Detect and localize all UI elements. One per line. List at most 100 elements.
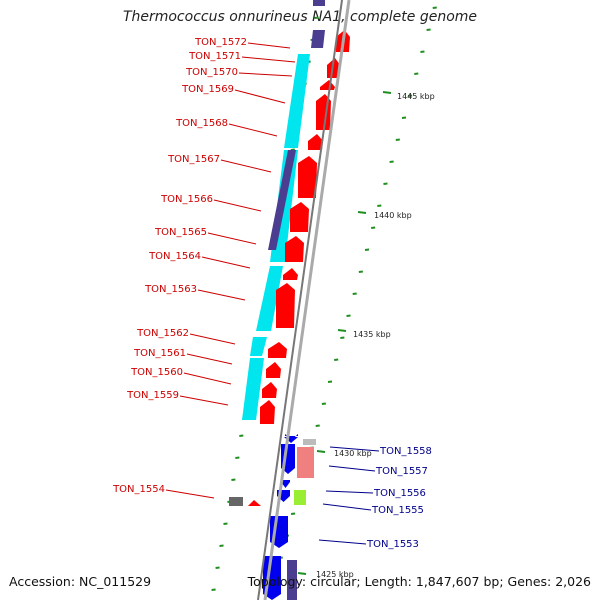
tick-mark — [383, 182, 388, 185]
gene-label-left: TON_1566 — [160, 194, 213, 205]
feature-block — [250, 337, 267, 356]
feature-block — [284, 54, 310, 148]
label-leader — [325, 490, 374, 494]
tick-mark — [321, 402, 327, 405]
tick-mark — [211, 588, 216, 591]
tick-major — [316, 450, 326, 453]
scale-label: 1445 kbp — [397, 92, 435, 101]
feature-block — [256, 266, 283, 331]
gene-label-left: TON_1569 — [181, 84, 234, 95]
label-leader — [165, 489, 215, 499]
gene-label-left: TON_1571 — [188, 51, 241, 62]
feature-pink — [297, 447, 314, 478]
tick-mark — [371, 226, 376, 229]
feature-grey — [303, 439, 316, 445]
label-leader — [328, 465, 376, 472]
feature-block — [313, 0, 325, 6]
feature-block — [242, 358, 264, 420]
tick-mark — [401, 116, 407, 119]
backbone-rail-outer — [257, 0, 343, 600]
feature-block — [311, 30, 325, 48]
label-leader — [207, 232, 257, 245]
tick-major — [297, 572, 307, 575]
tick-mark — [407, 94, 413, 97]
feature-green — [294, 490, 306, 505]
label-leader — [213, 199, 262, 212]
tick-mark — [231, 478, 236, 481]
gene-label-left: TON_1570 — [185, 67, 238, 78]
scale-label: 1430 kbp — [334, 449, 372, 458]
feature-dark-grey — [229, 497, 243, 506]
forward-gene-arrow — [320, 80, 335, 90]
tick-mark — [314, 16, 319, 19]
tick-mark — [364, 248, 370, 251]
tick-mark — [290, 148, 295, 151]
forward-gene-arrow — [248, 500, 261, 506]
tick-mark — [315, 424, 320, 427]
label-leader — [186, 353, 233, 365]
label-leader — [228, 123, 278, 137]
forward-gene-arrow — [298, 156, 317, 198]
tick-mark — [414, 72, 419, 75]
gene-label-left: TON_1563 — [144, 284, 197, 295]
label-leader — [197, 289, 246, 301]
label-leader — [318, 539, 367, 545]
tick-mark — [219, 544, 224, 547]
tick-mark — [426, 28, 431, 31]
label-leader — [179, 395, 229, 406]
forward-gene-arrow — [285, 236, 304, 262]
scale-label: 1435 kbp — [353, 330, 391, 339]
label-leader — [322, 503, 372, 511]
backbone-line — [257, 0, 351, 600]
gene-label-left: TON_1560 — [130, 367, 183, 378]
tick-mark — [215, 566, 220, 569]
tick-mark — [395, 138, 400, 141]
scale-label: 1425 kbp — [316, 570, 354, 579]
forward-gene-arrow — [290, 202, 309, 232]
forward-gene-arrow — [268, 342, 287, 358]
gene-label-left: TON_1572 — [194, 37, 247, 48]
forward-gene-arrow — [283, 268, 298, 280]
accession-text: Accession: NC_011529 — [9, 574, 152, 589]
gene-label-left: TON_1567 — [167, 154, 220, 165]
tick-mark — [223, 522, 228, 525]
gene-label-left: TON_1554 — [112, 484, 165, 495]
tick-mark — [389, 160, 394, 163]
gene-label-right: TON_1553 — [366, 539, 419, 550]
forward-gene-arrow — [308, 134, 323, 150]
reverse-gene-arrow — [281, 480, 290, 488]
tick-major — [337, 329, 347, 332]
gene-label-left: TON_1559 — [126, 390, 179, 401]
forward-gene-arrow — [276, 283, 295, 328]
genome-summary-text: Topology: circular; Length: 1,847,607 bp… — [247, 574, 591, 589]
label-leader — [247, 42, 291, 49]
tick-mark — [377, 204, 382, 207]
genome-title: Thermococcus onnurineus NA1, complete ge… — [122, 9, 478, 25]
gene-label-left: TON_1565 — [154, 227, 207, 238]
forward-gene-arrow — [266, 362, 281, 378]
tick-mark — [327, 380, 333, 383]
label-leader — [183, 372, 232, 385]
forward-gene-arrow — [260, 400, 275, 424]
label-leader — [201, 256, 251, 269]
label-leader — [234, 89, 286, 104]
label-leader — [241, 56, 296, 63]
gene-label-left: TON_1562 — [136, 328, 189, 339]
scale-label: 1440 kbp — [374, 211, 412, 220]
feature-block — [268, 150, 296, 250]
gene-label-left: TON_1568 — [175, 118, 228, 129]
label-leader — [220, 159, 272, 173]
tick-mark — [432, 6, 437, 9]
forward-gene-arrow — [327, 58, 340, 78]
feature-block — [287, 560, 297, 600]
tick-major — [382, 91, 392, 94]
tick-mark — [239, 434, 244, 437]
gene-features — [229, 0, 350, 600]
tick-mark — [340, 336, 345, 339]
gene-label-right: TON_1558 — [379, 446, 432, 457]
gene-label-right: TON_1556 — [373, 488, 426, 499]
label-leader — [329, 446, 380, 452]
tick-mark — [334, 358, 339, 361]
tick-mark — [358, 270, 363, 273]
gene-labels: 1445 kbp 1440 kbp 1435 kbp 1430 kbp 1425 kbp… — [112, 37, 435, 579]
